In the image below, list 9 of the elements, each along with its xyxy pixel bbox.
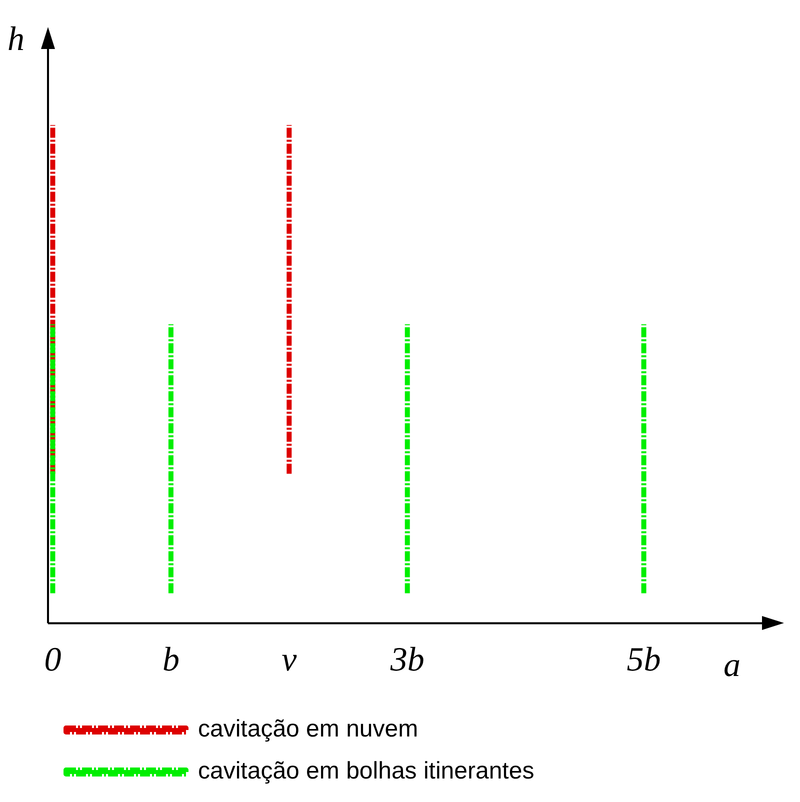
y-axis-title: h bbox=[8, 20, 24, 58]
legend-label: cavitação em bolhas itinerantes bbox=[198, 758, 534, 785]
x-tick-label: 5b bbox=[626, 642, 661, 679]
x-tick-label: b bbox=[162, 642, 180, 679]
legend-label: cavitação em nuvem bbox=[198, 716, 418, 743]
x-axis-title: a bbox=[724, 647, 740, 684]
x-tick-label: 0 bbox=[44, 642, 62, 679]
x-tick-label: v bbox=[282, 642, 298, 679]
x-tick-label: 3b bbox=[389, 642, 424, 679]
